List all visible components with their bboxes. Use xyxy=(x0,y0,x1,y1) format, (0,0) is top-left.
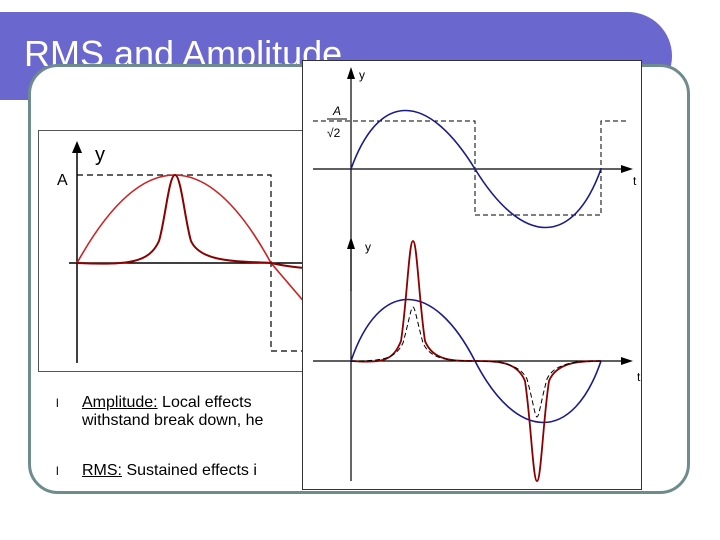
y-axis-label: y xyxy=(95,144,105,166)
bullet-marker: l xyxy=(56,396,59,410)
amplitude-numerator: A xyxy=(332,104,341,118)
bottom-y-arrow xyxy=(347,237,355,249)
bottom-t-arrow xyxy=(621,357,633,365)
amplitude-denominator: √2 xyxy=(327,126,341,140)
amplitude-label: A xyxy=(57,172,68,189)
bottom-y-label: y xyxy=(365,240,371,254)
bottom-dashed-curve xyxy=(350,306,602,418)
bullet-text: Amplitude: Local effects xyxy=(82,394,252,412)
bullet-body: Sustained effects i xyxy=(122,462,257,479)
top-y-arrow xyxy=(347,67,355,79)
bullet-term: Amplitude: xyxy=(82,394,158,411)
red-curve xyxy=(76,174,329,332)
bullet-text: RMS: Sustained effects i xyxy=(82,462,257,480)
bottom-t-label: t xyxy=(637,370,641,384)
left-figure: y A xyxy=(38,130,330,372)
top-t-arrow xyxy=(621,165,633,173)
overlay-svg: y t A √2 y t xyxy=(313,67,641,482)
bullet-body: Local effects xyxy=(157,394,252,411)
top-rms-line xyxy=(313,120,629,216)
bullet-marker: l xyxy=(56,464,59,478)
left-figure-svg: y A xyxy=(57,141,329,363)
top-y-label: y xyxy=(359,68,365,82)
y-axis-arrow xyxy=(72,141,82,153)
peaked-curve xyxy=(76,173,329,270)
top-t-label: t xyxy=(633,174,637,188)
overlay-figure: y t A √2 y t xyxy=(302,60,642,490)
bullet-term: RMS: xyxy=(82,462,122,479)
bullet-amplitude-line2: withstand break down, he xyxy=(82,412,264,429)
top-sine xyxy=(350,109,602,229)
